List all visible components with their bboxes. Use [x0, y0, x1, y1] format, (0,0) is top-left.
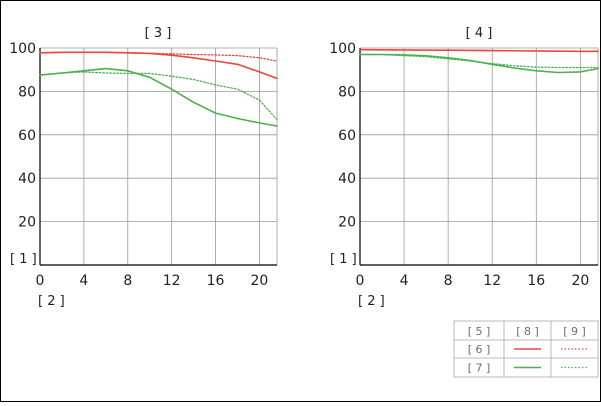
- y-tick-label: 20: [338, 215, 356, 231]
- x-axis-label: [ 2 ]: [38, 294, 65, 309]
- x-tick-label: 16: [527, 273, 545, 289]
- chart-title: [ 3 ]: [145, 26, 172, 41]
- y-axis-label: [ 1 ]: [330, 252, 357, 267]
- series-line-green-solid: [39, 67, 278, 127]
- series-line-green-dotted: [359, 53, 599, 69]
- x-axis-label: [ 2 ]: [358, 294, 385, 309]
- series-line-red-dotted: [39, 51, 278, 62]
- x-tick-label: 12: [483, 273, 501, 289]
- y-tick-label: 60: [18, 128, 36, 144]
- y-tick-label: 40: [18, 171, 36, 187]
- y-tick-label: 60: [338, 128, 356, 144]
- x-tick-label: 16: [207, 273, 225, 289]
- x-tick-label: 8: [123, 273, 132, 289]
- x-tick-label: 12: [163, 273, 181, 289]
- legend-header-cell: [ 8 ]: [516, 325, 539, 338]
- chart-title: [ 4 ]: [466, 26, 493, 41]
- series-line-red-dotted: [359, 49, 599, 52]
- y-tick-label: 40: [338, 171, 356, 187]
- chart-panel-1: [ 3 ] 0 4 8 12 16 20 20 40 60 80 100 [ 1 ] [ 2 ]: [9, 26, 278, 309]
- x-tick-label: 8: [444, 273, 453, 289]
- legend-row-label: [ 6 ]: [468, 343, 491, 356]
- y-tick-label: 100: [9, 41, 36, 57]
- x-tick-label: 4: [79, 273, 88, 289]
- chart-panel-2: [ 4 ] 0 4 8 12 16 20 20 40 60 80 100 [ 1 ] [ 2 ]: [329, 26, 599, 309]
- y-tick-label: 80: [338, 84, 356, 100]
- legend-header-cell: [ 9 ]: [563, 325, 586, 338]
- legend-table: [ 5 ] [ 8 ] [ 9 ] [ 6 ] [ 7 ]: [453, 320, 599, 378]
- x-tick-label: 0: [356, 273, 365, 289]
- y-tick-label: 100: [329, 41, 356, 57]
- x-tick-label: 20: [251, 273, 269, 289]
- x-tick-label: 0: [36, 273, 45, 289]
- series-line-green-solid: [359, 53, 599, 74]
- y-axis-label: [ 1 ]: [10, 252, 37, 267]
- legend-header-cell: [ 5 ]: [468, 325, 491, 338]
- series-line-green-dotted: [39, 71, 278, 121]
- y-tick-label: 80: [18, 84, 36, 100]
- x-tick-label: 4: [400, 273, 409, 289]
- legend-row-label: [ 7 ]: [468, 362, 491, 375]
- x-tick-label: 20: [571, 273, 589, 289]
- y-tick-label: 20: [18, 215, 36, 231]
